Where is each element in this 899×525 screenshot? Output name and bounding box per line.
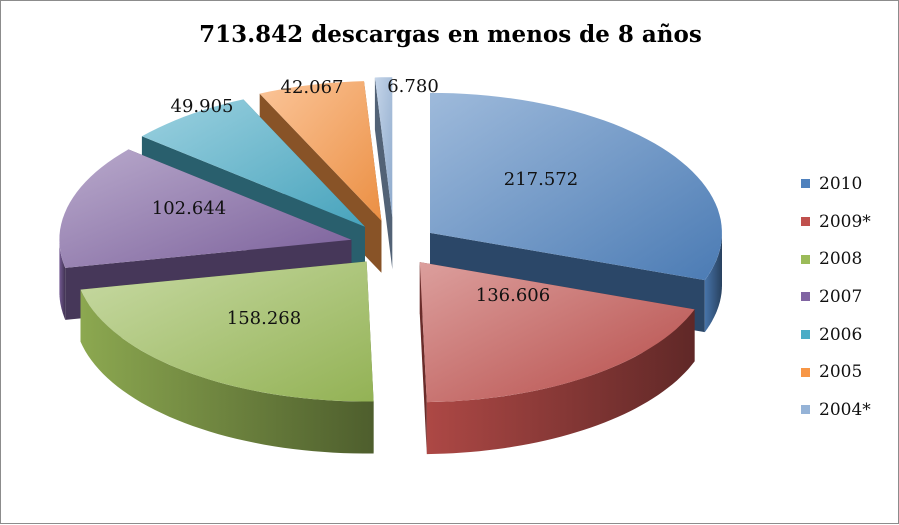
pie-slice-side — [80, 289, 374, 454]
legend-label: 2008 — [819, 249, 863, 270]
legend-label: 2009* — [819, 211, 871, 232]
data-label-2006: 49.905 — [171, 96, 234, 117]
legend-swatch — [801, 179, 810, 189]
legend-item: 2008 — [801, 240, 871, 278]
pie-slice-side — [426, 309, 695, 455]
chart-legend: 2010 2009* 2008 2007 2006 2005 2004* — [801, 165, 871, 429]
chart-title: 713.842 descargas en menos de 8 años — [199, 21, 702, 48]
pie-slice-2010 — [430, 92, 722, 281]
legend-swatch — [801, 217, 810, 227]
legend-item: 2005 — [801, 353, 871, 391]
pie-slice-side — [59, 239, 66, 320]
legend-item: 2010 — [801, 165, 871, 203]
legend-swatch — [801, 292, 810, 302]
legend-swatch — [801, 367, 810, 377]
legend-item: 2004* — [801, 391, 871, 429]
pie-slice-2005 — [259, 81, 382, 221]
legend-swatch — [801, 330, 810, 340]
legend-item: 2006 — [801, 316, 871, 354]
data-label-2008: 158.268 — [227, 308, 301, 329]
legend-label: 2006 — [819, 324, 863, 345]
pie-slice-side — [704, 232, 722, 333]
legend-swatch — [801, 405, 810, 415]
pie-slice-2009 — [419, 262, 695, 403]
legend-item: 2007 — [801, 278, 871, 316]
data-label-2010: 217.572 — [504, 169, 578, 190]
pie-slice-wall — [374, 77, 393, 270]
data-label-2004: 6.780 — [387, 76, 439, 97]
data-label-2007: 102.644 — [152, 198, 226, 219]
data-label-2009: 136.606 — [476, 285, 550, 306]
data-label-2005: 42.067 — [281, 77, 344, 98]
legend-label: 2005 — [819, 362, 863, 383]
pie-slice-wall — [419, 262, 427, 455]
pie-slice-2004 — [374, 77, 393, 218]
legend-item: 2009* — [801, 203, 871, 241]
legend-label: 2010 — [819, 173, 863, 194]
pie-slice-2006 — [141, 99, 365, 227]
pie-slice-2007 — [59, 149, 352, 268]
legend-label: 2004* — [819, 399, 871, 420]
legend-swatch — [801, 254, 810, 264]
pie-slice-2008 — [80, 261, 374, 402]
legend-label: 2007 — [819, 286, 863, 307]
